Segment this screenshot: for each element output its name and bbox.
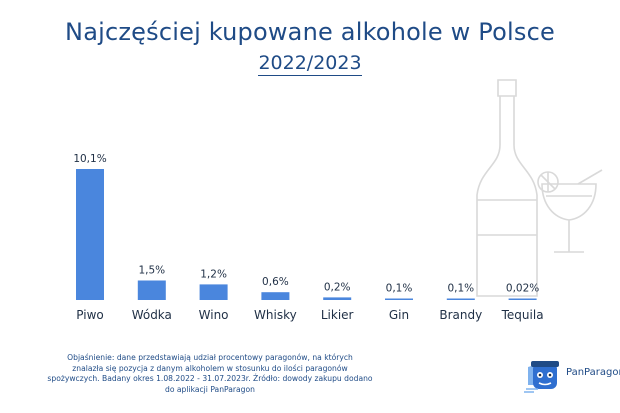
value-label: 0,2% <box>324 281 351 293</box>
footnote-line: do aplikacji PanParagon <box>165 384 255 394</box>
value-label: 0,6% <box>262 276 289 288</box>
category-label: Gin <box>389 308 409 322</box>
value-label: 10,1% <box>73 153 106 165</box>
bar-wino <box>199 284 228 300</box>
page-title: Najczęściej kupowane alkohole w Polsce <box>65 18 555 46</box>
bar-likier <box>323 297 352 300</box>
value-label: 1,2% <box>200 268 227 280</box>
bar-whisky <box>261 292 290 300</box>
category-label: Piwo <box>76 308 103 322</box>
brand-name: PanParagon <box>566 367 620 378</box>
page-subtitle: 2022/2023 <box>0 52 620 76</box>
bars-layer: 10,1% Piwo 1,5% Wódka 1,2% Wino 0,6% Whisky 0,2%… <box>73 153 543 322</box>
bar-wódka <box>137 280 166 300</box>
wine-bottle-icon <box>476 79 538 297</box>
bar-gin <box>385 298 413 300</box>
value-label: 1,5% <box>138 265 165 277</box>
bar-piwo <box>76 169 104 300</box>
category-label: Whisky <box>254 308 297 322</box>
category-label: Wino <box>199 308 229 322</box>
category-label: Wódka <box>132 308 172 322</box>
bar-tequila <box>508 298 537 300</box>
footnote-line: znalazła się pozycja z danym alkoholem w… <box>72 363 348 373</box>
category-label: Likier <box>321 308 354 322</box>
value-label: 0,1% <box>386 283 413 295</box>
value-label: 0,02% <box>506 283 539 295</box>
value-label: 0,1% <box>447 283 474 295</box>
bar-brandy <box>446 298 475 300</box>
footnote-line: Objaśnienie: dane przedstawiają udział p… <box>67 353 353 362</box>
subtitle-text: 2022/2023 <box>258 52 362 76</box>
footnote-line: spożywczych. Badany okres 1.08.2022 - 31… <box>47 374 373 384</box>
footnote: Objaśnienie: dane przedstawiają udział p… <box>0 353 420 395</box>
brand-logo: PanParagon <box>524 355 620 395</box>
panparagon-logo-icon <box>524 361 559 393</box>
cocktail-glass-icon <box>537 169 603 253</box>
category-label: Tequila <box>501 308 544 322</box>
category-label: Brandy <box>439 308 482 322</box>
